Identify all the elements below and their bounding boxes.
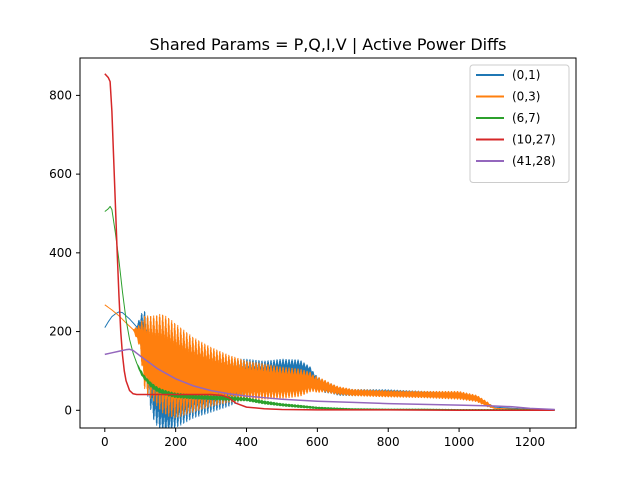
y-axis: 0 200 400 600 800 — [49, 88, 80, 417]
legend-label: (6,7) — [512, 111, 540, 125]
legend-label: (10,27) — [512, 133, 556, 147]
y-tick-label: 800 — [49, 88, 72, 102]
legend-label: (0,3) — [512, 90, 540, 104]
y-tick-label: 600 — [49, 167, 72, 181]
x-axis: 0 200 400 600 800 1000 1200 — [101, 428, 545, 449]
legend-frame — [469, 64, 570, 183]
axes-frame — [79, 57, 577, 429]
legend-label: (41,28) — [512, 154, 556, 168]
x-tick-label: 0 — [101, 435, 109, 449]
x-tick-label: 400 — [235, 435, 258, 449]
plot-lines — [104, 73, 556, 428]
y-tick-label: 400 — [49, 246, 72, 260]
x-tick-label: 600 — [306, 435, 329, 449]
legend: (0,1) (0,3) (6,7) (10,27) (41,28) — [469, 64, 570, 183]
series-line-4 — [104, 348, 555, 411]
x-tick-label: 1200 — [515, 435, 546, 449]
y-tick-label: 0 — [64, 403, 72, 417]
x-tick-label: 800 — [377, 435, 400, 449]
series-line-3 — [104, 73, 555, 412]
y-tick-label: 200 — [49, 325, 72, 339]
legend-label: (0,1) — [512, 68, 540, 82]
x-tick-label: 200 — [164, 435, 187, 449]
chart-title: Shared Params = P,Q,I,V | Active Power D… — [150, 35, 507, 54]
x-tick-label: 1000 — [444, 435, 475, 449]
